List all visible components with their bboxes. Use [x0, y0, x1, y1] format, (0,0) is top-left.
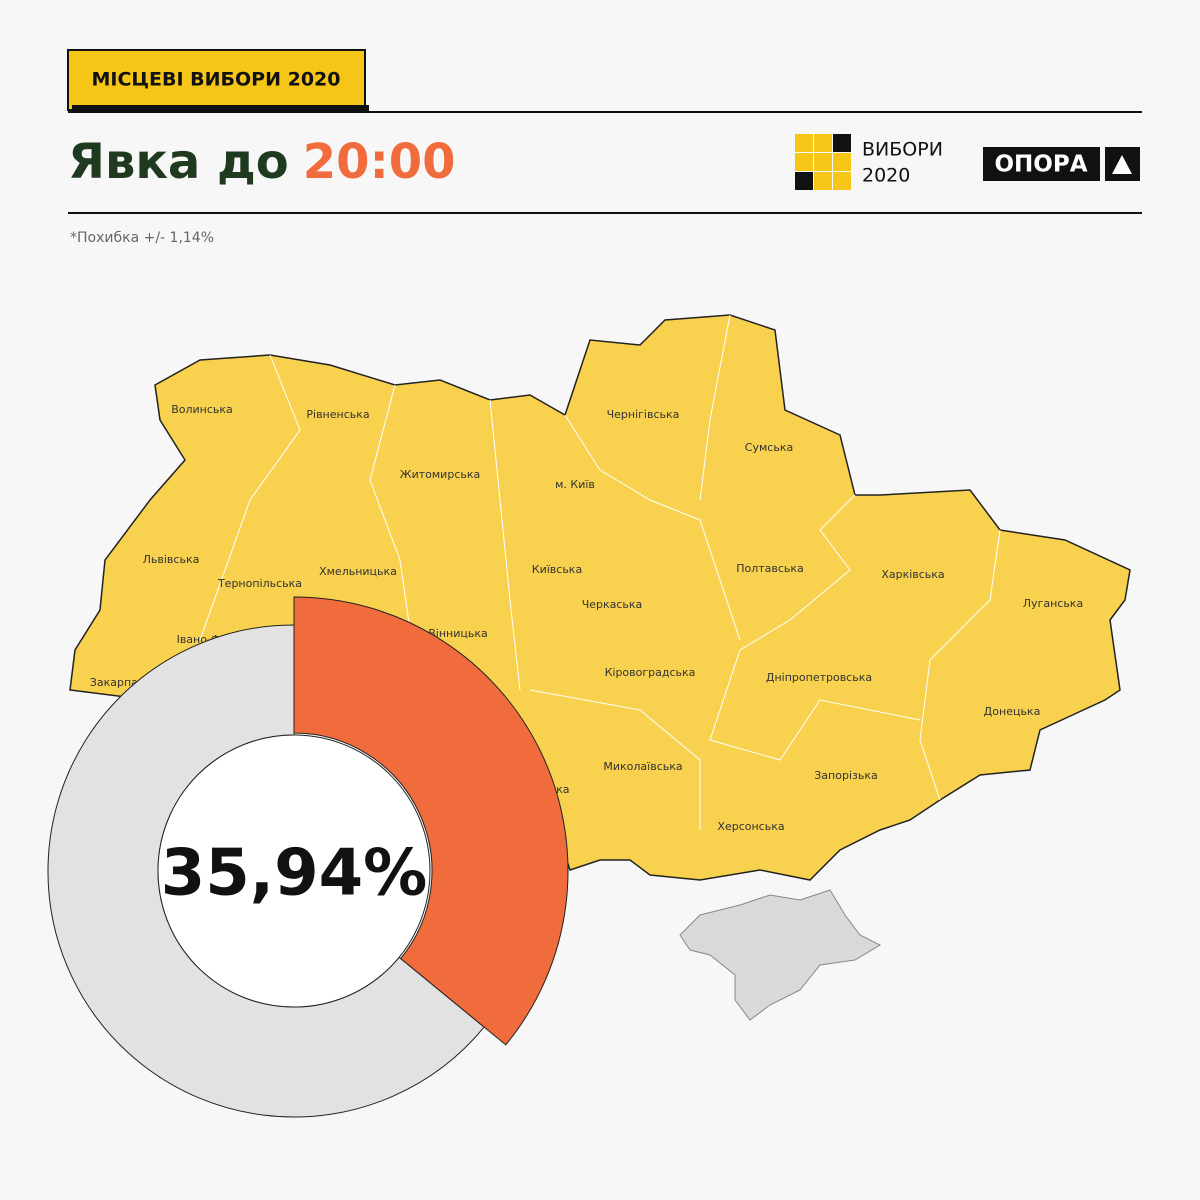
donut-chart: 35,94%	[47, 596, 569, 1118]
region-label: Полтавська	[736, 562, 804, 575]
donut-segment	[293, 596, 569, 1046]
region-label: Запорізька	[814, 769, 877, 782]
border	[709, 494, 921, 761]
title-time: 20:00	[303, 134, 456, 190]
region-label: Хмельницька	[319, 565, 397, 578]
border	[489, 399, 521, 691]
value-label: 35,94%	[161, 837, 428, 911]
region-label: Київська	[532, 563, 582, 576]
region-label: Сумська	[745, 441, 793, 454]
border	[199, 354, 301, 641]
region-label: Кіровоградська	[605, 666, 696, 679]
region-label: Харківська	[881, 568, 944, 581]
region-label: Миколаївська	[603, 760, 682, 773]
title: Явка до 20:00	[68, 134, 456, 190]
border	[529, 689, 701, 830]
region-label: м. Київ	[555, 478, 595, 491]
region-label: Волинська	[171, 403, 233, 416]
opora-text: ОПОРА	[994, 152, 1087, 178]
region-label: Донецька	[984, 705, 1041, 718]
map: Волинська Рівненська Житомирська Чернігівсь…	[69, 314, 1131, 1021]
region-label: Рівненська	[306, 408, 369, 421]
note: *Похибка +/- 1,14%	[70, 230, 214, 246]
region-label: Львівська	[143, 553, 200, 566]
border	[564, 414, 741, 641]
logo-text: ВИБОРИ	[862, 139, 943, 161]
region-label: Чернігівська	[607, 408, 680, 421]
badge-box	[67, 49, 366, 111]
region-label: Херсонська	[717, 820, 784, 833]
region-label: Житомирська	[400, 468, 480, 481]
crimea	[679, 889, 882, 1021]
title-text: Явка до	[68, 134, 289, 190]
donut-hole	[157, 734, 431, 1008]
region-label: Луганська	[1023, 597, 1083, 610]
opora-icon	[1112, 155, 1132, 174]
badge-shadow	[72, 105, 369, 111]
vybory-logo	[795, 134, 851, 190]
border	[919, 529, 1001, 801]
border	[699, 314, 731, 501]
logo-year: 2020	[862, 165, 910, 187]
badge-text: МІСЦЕВІ ВИБОРИ 2020	[91, 69, 340, 91]
opora-box	[983, 147, 1100, 181]
region-label: Тернопільська	[217, 577, 302, 590]
region-label: Черкаська	[582, 598, 643, 611]
region-label: Вінницька	[428, 627, 488, 640]
region-label: Дніпропетровська	[766, 671, 872, 684]
